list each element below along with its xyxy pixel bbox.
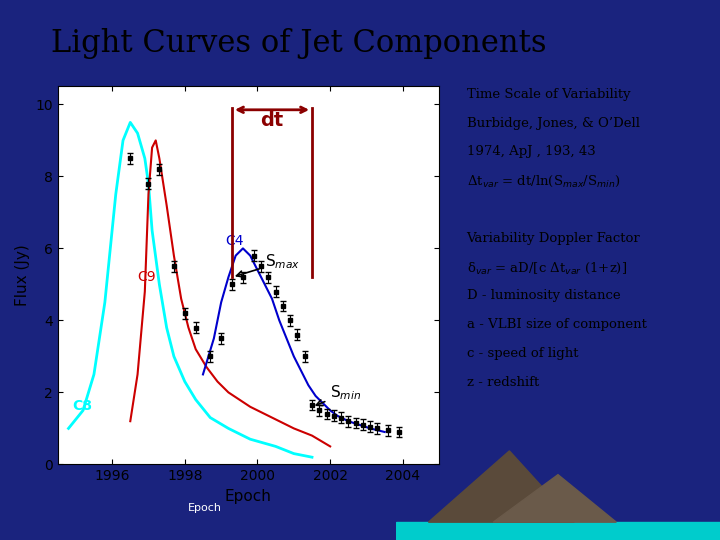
Text: Burbidge, Jones, & O’Dell: Burbidge, Jones, & O’Dell [467, 117, 639, 130]
Text: D - luminosity distance: D - luminosity distance [467, 289, 620, 302]
Text: c - speed of light: c - speed of light [467, 347, 578, 360]
Text: a - VLBI size of component: a - VLBI size of component [467, 318, 647, 331]
Text: C4: C4 [225, 234, 243, 248]
Text: 1974, ApJ , 193, 43: 1974, ApJ , 193, 43 [467, 145, 595, 158]
Polygon shape [428, 451, 575, 522]
Text: C9: C9 [138, 270, 156, 284]
Text: δ$_{var}$ = aD/[c Δt$_{var}$ (1+z)]: δ$_{var}$ = aD/[c Δt$_{var}$ (1+z)] [467, 260, 626, 275]
Text: Variability Doppler Factor: Variability Doppler Factor [467, 232, 640, 245]
Polygon shape [396, 522, 720, 540]
Y-axis label: Flux (Jy): Flux (Jy) [14, 245, 30, 306]
Text: Δt$_{var}$ = dt/ln(S$_{max}$/S$_{min}$): Δt$_{var}$ = dt/ln(S$_{max}$/S$_{min}$) [467, 174, 620, 190]
Text: Light Curves of Jet Components: Light Curves of Jet Components [51, 28, 546, 59]
Polygon shape [493, 475, 616, 522]
Text: Epoch: Epoch [188, 503, 222, 512]
Text: z - redshift: z - redshift [467, 376, 539, 389]
Text: Time Scale of Variability: Time Scale of Variability [467, 87, 630, 101]
Text: dt: dt [261, 111, 284, 130]
Text: S$_{max}$: S$_{max}$ [236, 252, 300, 277]
Text: C8: C8 [72, 400, 92, 414]
Text: S$_{min}$: S$_{min}$ [316, 384, 361, 406]
X-axis label: Epoch: Epoch [225, 489, 272, 504]
